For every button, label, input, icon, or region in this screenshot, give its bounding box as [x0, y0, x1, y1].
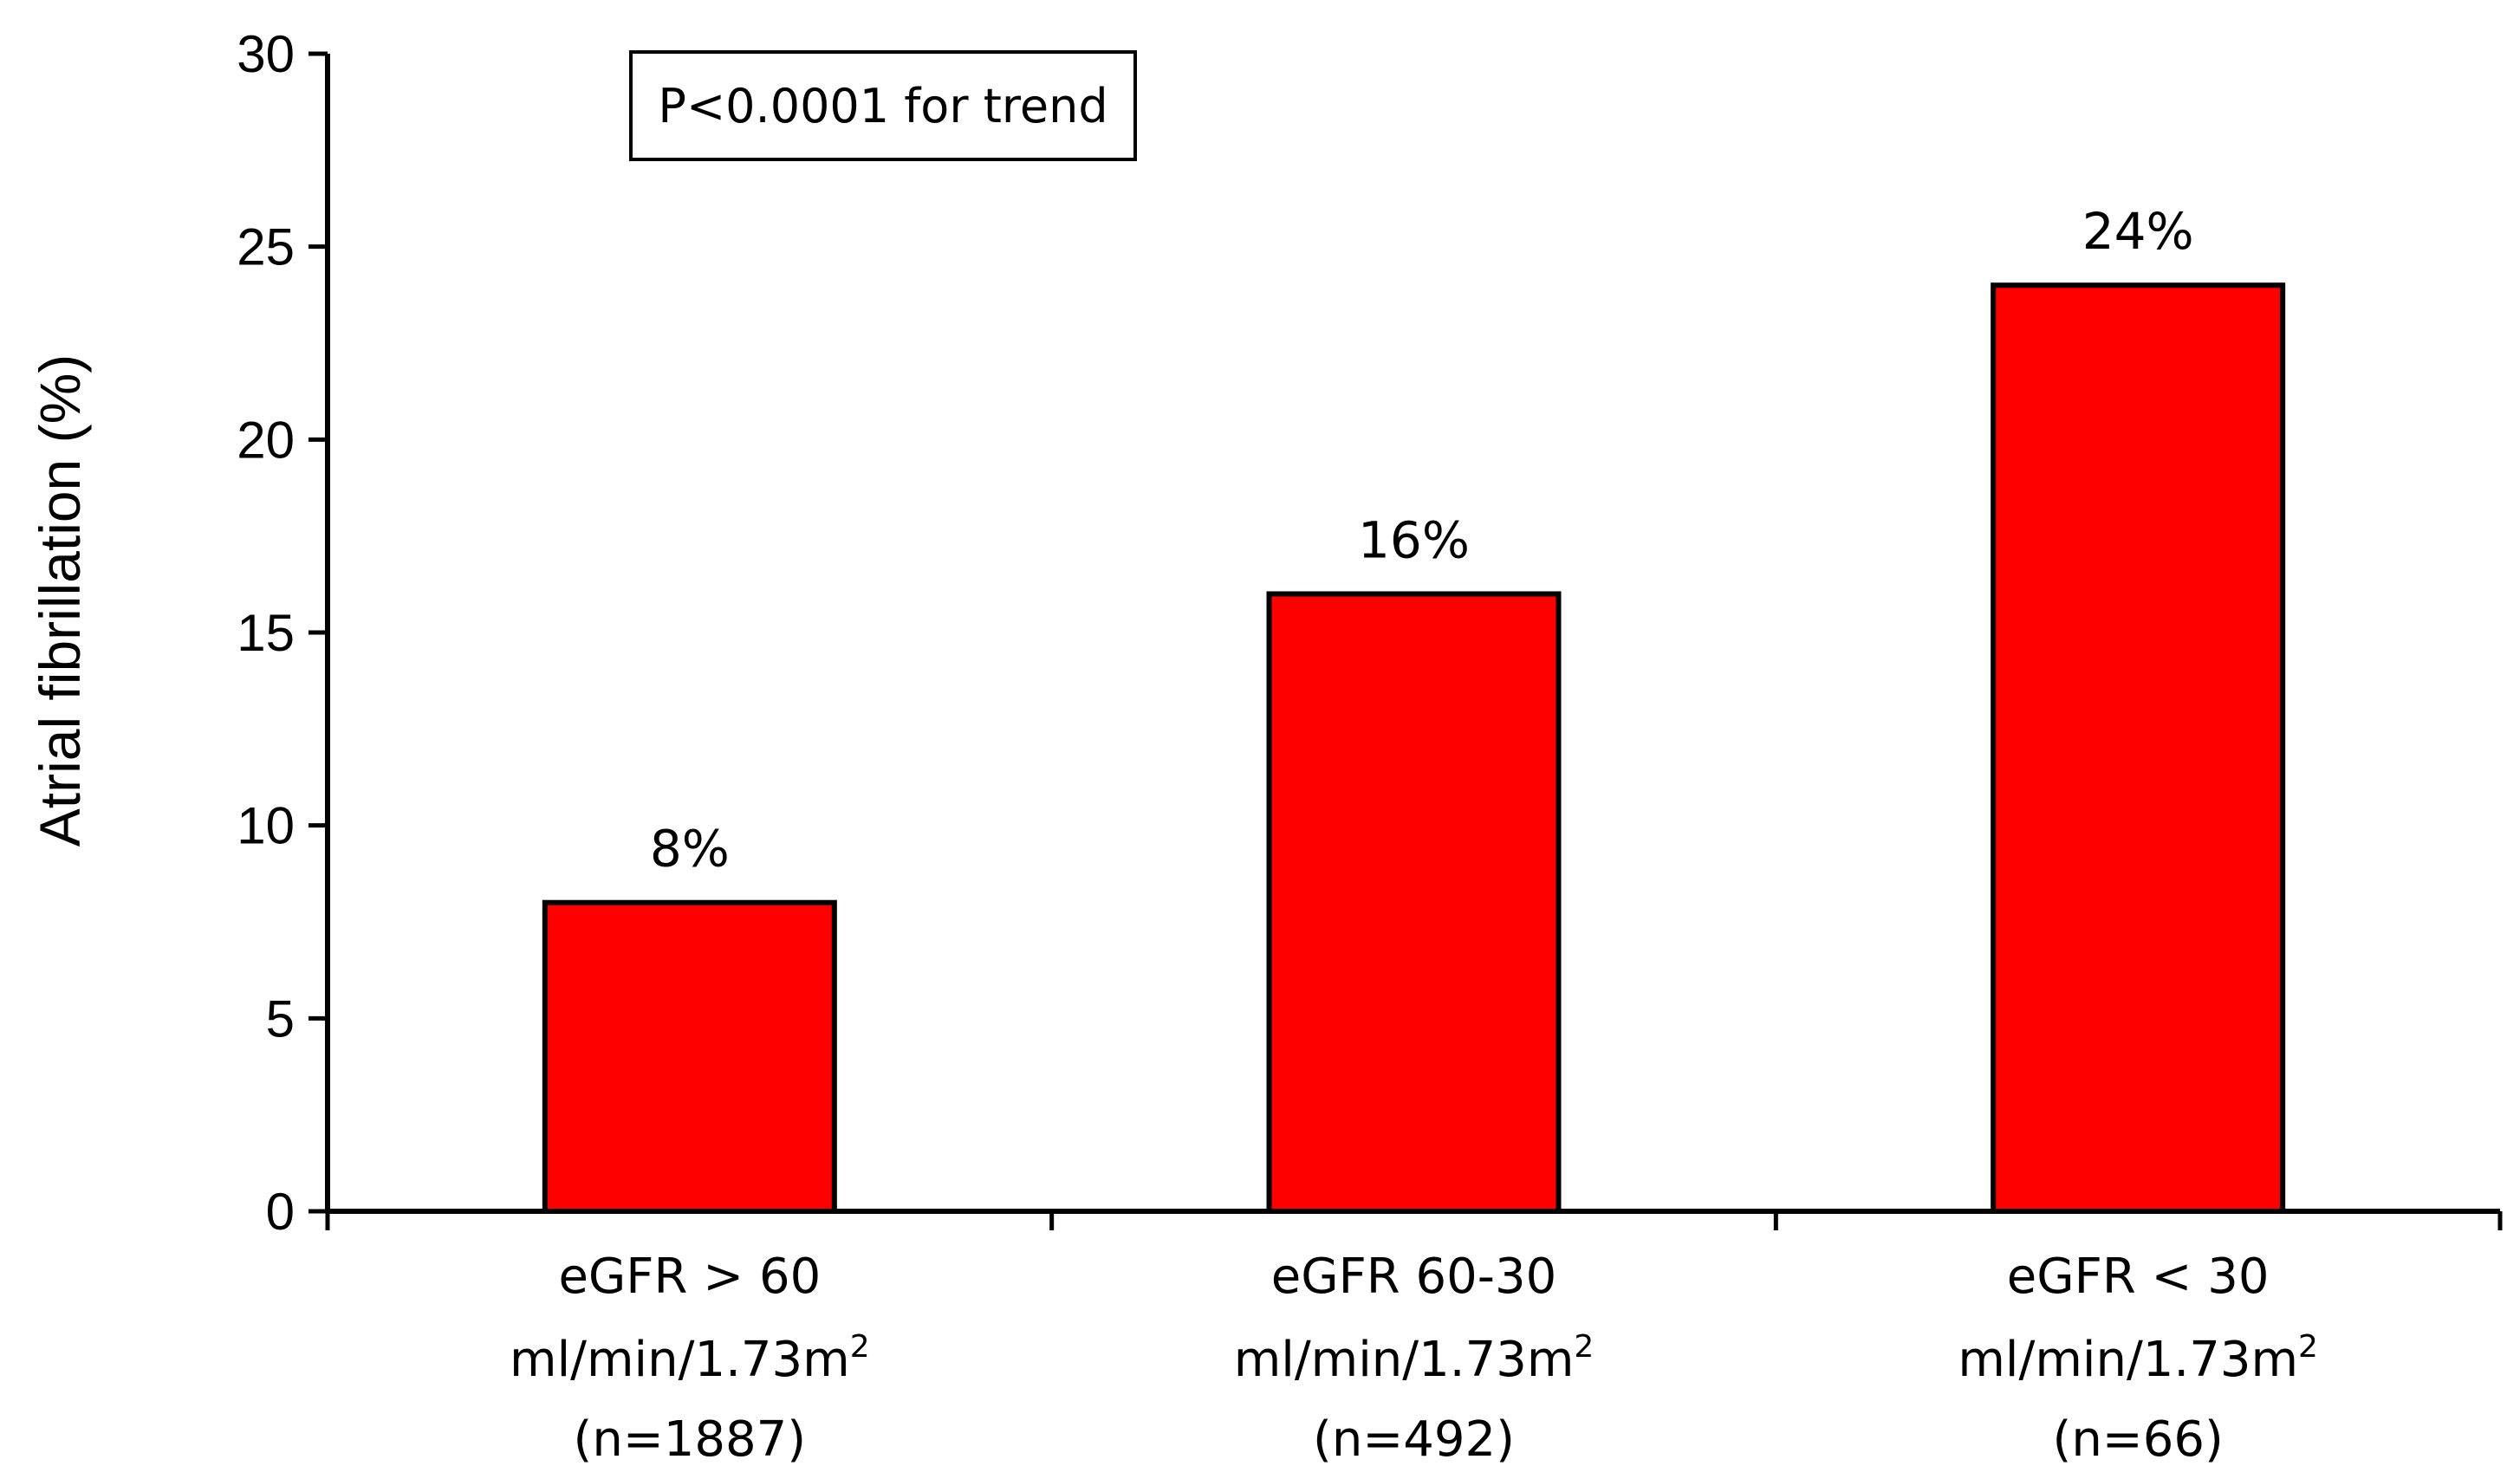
category-label-line1: eGFR 60-30	[1271, 1249, 1557, 1305]
y-axis: 0 5 10 15 20 25 30	[237, 25, 330, 1241]
category-label-count: (n=1887)	[574, 1411, 807, 1468]
y-tick-label: 5	[266, 989, 295, 1048]
category-label-line1: eGFR > 60	[558, 1249, 821, 1305]
bar	[1266, 591, 1562, 1214]
category-label-line1: eGFR < 30	[2007, 1249, 2270, 1305]
x-axis	[325, 1209, 2503, 1230]
y-tick-label: 10	[237, 797, 295, 855]
data-label: 8%	[650, 820, 730, 879]
y-tick-label: 25	[237, 218, 295, 276]
category-label-units: ml/min/1.73m2	[1234, 1329, 1594, 1388]
annotation-box	[629, 50, 1137, 161]
bar	[542, 899, 837, 1214]
data-label: 24%	[2082, 202, 2194, 261]
data-labels: 8% 16% 24%	[650, 202, 2194, 879]
annotation: P<0.0001 for trend	[629, 50, 1137, 161]
category-label-units: ml/min/1.73m2	[510, 1329, 870, 1388]
bar	[1991, 282, 2286, 1215]
category-labels: eGFR > 60 ml/min/1.73m2 (n=1887) eGFR 60-30…	[510, 1249, 2318, 1468]
y-tick-label: 15	[237, 604, 295, 662]
category-label-units: ml/min/1.73m2	[1958, 1329, 2318, 1388]
bars	[542, 282, 2286, 1215]
data-label: 16%	[1358, 510, 1470, 569]
y-tick-label: 30	[237, 25, 295, 83]
annotation-text: P<0.0001 for trend	[658, 79, 1107, 133]
category-label-count: (n=492)	[1313, 1411, 1515, 1468]
y-tick-label: 20	[237, 411, 295, 469]
y-axis-title: Atrial fibrillation (%)	[28, 354, 92, 847]
y-tick-label: 0	[266, 1183, 295, 1241]
category-label-count: (n=66)	[2052, 1411, 2223, 1468]
